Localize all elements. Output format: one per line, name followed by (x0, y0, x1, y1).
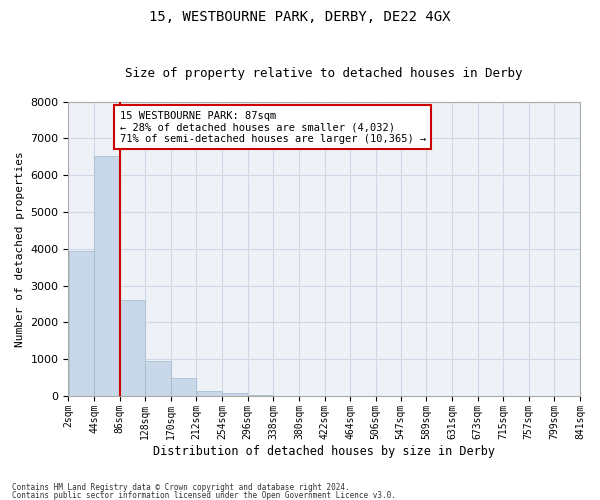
Bar (171, 378, 196, 396)
X-axis label: Distribution of detached houses by size in Derby: Distribution of detached houses by size … (153, 444, 495, 458)
Title: Size of property relative to detached houses in Derby: Size of property relative to detached ho… (125, 66, 523, 80)
Bar (68, 250, 94, 396)
Bar (248, 395, 273, 396)
Bar (223, 392, 247, 396)
Text: 15, WESTBOURNE PARK, DERBY, DE22 4GX: 15, WESTBOURNE PARK, DERBY, DE22 4GX (149, 10, 451, 24)
Bar (94, 156, 119, 396)
Bar (145, 361, 170, 396)
Text: Contains HM Land Registry data © Crown copyright and database right 2024.: Contains HM Land Registry data © Crown c… (12, 484, 350, 492)
Y-axis label: Number of detached properties: Number of detached properties (15, 151, 25, 346)
Text: Contains public sector information licensed under the Open Government Licence v3: Contains public sector information licen… (12, 490, 396, 500)
Bar (120, 300, 145, 396)
Text: 15 WESTBOURNE PARK: 87sqm
← 28% of detached houses are smaller (4,032)
71% of se: 15 WESTBOURNE PARK: 87sqm ← 28% of detac… (119, 110, 426, 144)
Bar (197, 392, 222, 396)
